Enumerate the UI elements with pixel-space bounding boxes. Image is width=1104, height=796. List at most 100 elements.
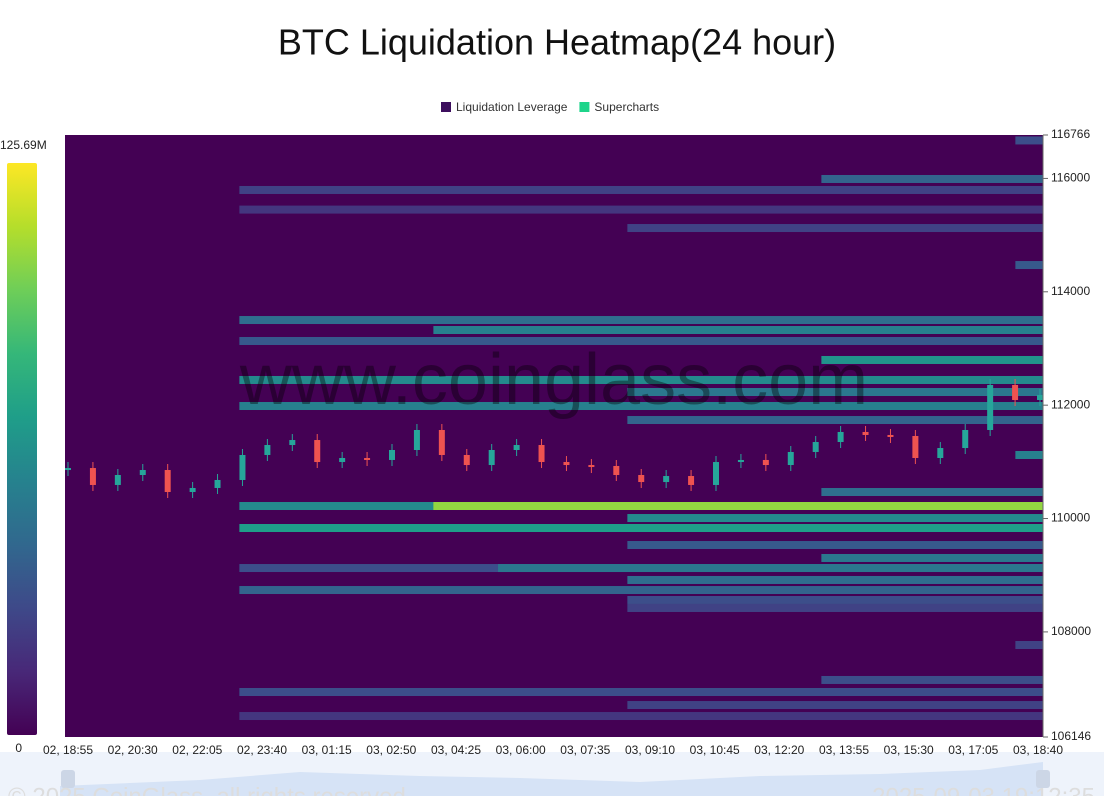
x-tick-label: 03, 18:40 xyxy=(1013,743,1063,757)
x-tick-label: 03, 07:35 xyxy=(560,743,610,757)
heat-band xyxy=(1015,450,1043,459)
watermark: www.coinglass.com xyxy=(239,340,868,420)
candle xyxy=(713,462,719,485)
x-tick-label: 02, 20:30 xyxy=(108,743,158,757)
candle xyxy=(339,457,346,463)
heat-band xyxy=(821,174,1043,183)
heat-band xyxy=(821,488,1043,497)
heat-band xyxy=(498,564,1043,573)
candle xyxy=(638,474,645,483)
candle xyxy=(114,474,121,485)
candle xyxy=(413,429,420,451)
legend-swatch xyxy=(441,102,451,112)
candle xyxy=(663,476,670,483)
candle xyxy=(164,470,171,493)
candle xyxy=(887,434,894,437)
candle xyxy=(239,454,246,480)
candle xyxy=(264,445,271,455)
legend-label: Supercharts xyxy=(594,100,659,114)
candle xyxy=(762,459,769,466)
heat-band xyxy=(433,325,1043,334)
x-tick-label: 03, 13:55 xyxy=(819,743,869,757)
candle xyxy=(787,451,794,466)
chart-title: BTC Liquidation Heatmap(24 hour) xyxy=(278,22,836,63)
heat-band xyxy=(239,402,1043,411)
candle xyxy=(538,445,545,463)
heat-band xyxy=(627,595,1043,604)
x-tick-label: 03, 02:50 xyxy=(366,743,416,757)
legend-swatch xyxy=(579,102,590,112)
heat-band xyxy=(239,712,1043,721)
candle xyxy=(912,436,919,458)
candle xyxy=(364,457,371,460)
heat-band xyxy=(1015,261,1043,270)
heat-band xyxy=(627,514,1043,523)
y-tick-label: 106146 xyxy=(1051,729,1091,743)
candle xyxy=(812,442,819,452)
heat-band xyxy=(1015,136,1043,145)
navigator-handle[interactable] xyxy=(61,770,75,788)
heat-band xyxy=(627,388,1043,397)
y-tick-label: 110000 xyxy=(1051,511,1090,525)
heat-band xyxy=(627,541,1043,550)
heat-band xyxy=(239,316,1043,325)
heatmap-background xyxy=(65,135,1043,737)
candle xyxy=(65,468,71,471)
candle xyxy=(438,429,445,455)
legend-label: Liquidation Leverage xyxy=(456,100,568,114)
candle xyxy=(189,487,196,493)
heat-band xyxy=(239,185,1043,194)
x-tick-label: 03, 01:15 xyxy=(302,743,352,757)
heat-band xyxy=(627,416,1043,425)
x-tick-label: 03, 09:10 xyxy=(625,743,675,757)
heat-band xyxy=(433,502,1043,511)
heat-band xyxy=(627,575,1043,584)
candle xyxy=(588,465,595,468)
candle xyxy=(389,450,395,460)
heat-band xyxy=(239,375,1043,384)
candle xyxy=(139,470,146,475)
candle xyxy=(1037,395,1043,401)
heat-band xyxy=(239,586,1043,595)
x-tick-label: 03, 06:00 xyxy=(496,743,546,757)
candle xyxy=(1012,384,1019,401)
candle xyxy=(289,440,296,446)
heat-band xyxy=(821,675,1043,684)
color-bar xyxy=(7,163,37,735)
candle xyxy=(488,450,495,466)
heat-band xyxy=(821,553,1043,562)
y-tick-label: 116000 xyxy=(1051,171,1090,185)
heat-band xyxy=(239,687,1043,696)
heat-band xyxy=(239,336,1043,345)
heat-band xyxy=(239,524,1043,533)
candle xyxy=(513,445,520,451)
x-tick-label: 02, 22:05 xyxy=(172,743,222,757)
x-tick-label: 02, 18:55 xyxy=(43,743,93,757)
footer-copyright: © 2025 CoinGlass, all rights reserved xyxy=(8,783,406,796)
heat-band xyxy=(627,603,1043,612)
heat-band xyxy=(239,205,1043,214)
footer-timestamp: 2025-09-03 19:12:35 xyxy=(872,783,1095,796)
candle xyxy=(688,476,695,485)
heat-band xyxy=(821,355,1043,364)
candle xyxy=(463,454,470,466)
navigator-area xyxy=(60,762,1043,796)
candle xyxy=(987,384,994,430)
x-tick-label: 03, 12:20 xyxy=(754,743,804,757)
candle xyxy=(563,462,570,466)
y-tick-label: 112000 xyxy=(1051,397,1090,411)
y-tick-label: 116766 xyxy=(1051,127,1090,141)
candle xyxy=(314,440,321,463)
heat-band xyxy=(627,701,1043,710)
navigator-handle[interactable] xyxy=(1036,770,1050,788)
color-bar-label: 0 xyxy=(15,741,22,755)
x-tick-label: 03, 04:25 xyxy=(431,743,481,757)
color-bar-label: 125.69M xyxy=(0,138,47,152)
y-tick-label: 114000 xyxy=(1051,284,1090,298)
candle xyxy=(737,459,744,463)
candle xyxy=(962,429,969,449)
x-tick-label: 02, 23:40 xyxy=(237,743,287,757)
y-tick-label: 108000 xyxy=(1051,624,1091,638)
candle xyxy=(937,448,944,458)
